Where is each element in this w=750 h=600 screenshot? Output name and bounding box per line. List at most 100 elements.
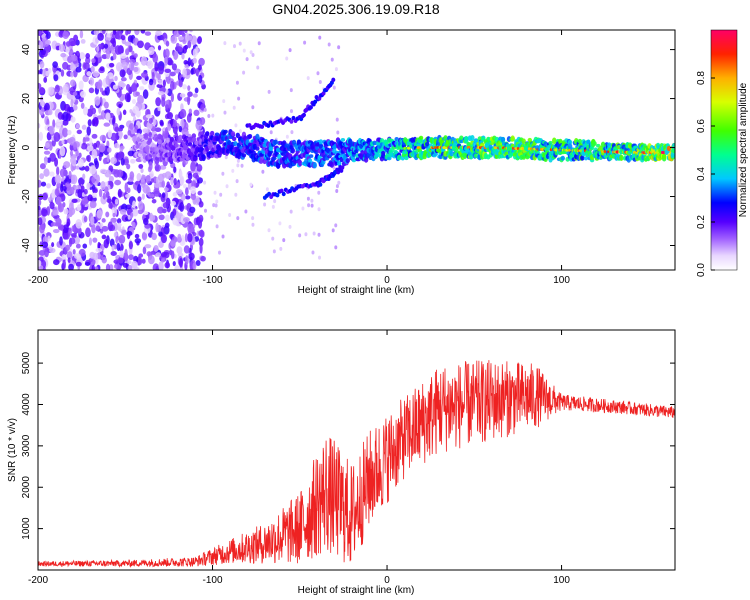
spectrogram-cell xyxy=(242,70,246,75)
spectrogram-cell xyxy=(154,164,161,172)
spectrogram-cell xyxy=(180,119,185,129)
spectrogram-cell xyxy=(127,214,131,220)
spectrogram-cell xyxy=(62,127,69,138)
spectrogram-cell xyxy=(92,188,98,194)
spectrogram-cell xyxy=(78,62,82,68)
spectrogram-cell xyxy=(144,135,149,140)
spectrogram-cell xyxy=(126,163,131,170)
spectrogram-cell xyxy=(205,131,210,137)
spectrogram-cell xyxy=(225,184,229,189)
spectrogram-cell xyxy=(101,30,106,34)
colorbar-tick-label: 0.6 xyxy=(696,119,707,133)
spectrogram-cell xyxy=(187,223,194,233)
spectrogram-cell xyxy=(577,138,583,144)
spectrogram-cell xyxy=(38,179,42,188)
spectrogram-cell xyxy=(307,203,311,208)
snr-x-tick-label: -100 xyxy=(203,575,223,586)
spectrogram-cell xyxy=(147,255,155,265)
spectrogram-cell xyxy=(140,30,146,34)
spectrogram-cell xyxy=(267,89,271,94)
spectrogram-cell xyxy=(79,90,86,98)
spectrogram-cell xyxy=(159,165,167,170)
spectrogram-cell xyxy=(289,119,294,124)
spectrogram-cell xyxy=(137,184,142,194)
spectrogram-cell xyxy=(102,158,107,165)
spectrogram-cell xyxy=(98,143,106,153)
spectrogram-cell xyxy=(62,61,69,70)
spectrogram-cell xyxy=(136,173,142,182)
spectrogram-cell xyxy=(198,74,203,84)
spectrogram-cell xyxy=(158,241,164,249)
spectrogram-cell xyxy=(52,228,60,234)
spectrogram-cell xyxy=(424,142,430,147)
spectrogram-cell xyxy=(459,138,464,144)
spectrogram-cell xyxy=(70,54,78,62)
spectrogram-cell xyxy=(103,43,109,49)
spectrogram-cell xyxy=(236,158,240,163)
spectrogram-cell xyxy=(290,130,294,135)
spectrogram-cell xyxy=(214,203,218,208)
spectrogram-cell xyxy=(182,183,187,189)
snr-y-tick-label: 1000 xyxy=(21,517,32,540)
spectrogram-x-tick-label: -200 xyxy=(28,275,48,286)
spectrogram-cell xyxy=(592,141,597,146)
spectrogram-cell xyxy=(303,40,307,45)
spectrogram-cell xyxy=(119,53,127,59)
spectrogram-cell xyxy=(68,237,73,247)
spectrogram-cell xyxy=(112,30,117,35)
spectrogram-cell xyxy=(43,76,48,83)
spectrogram-cell xyxy=(153,244,159,252)
spectrogram-cell xyxy=(39,60,45,69)
spectrogram-cell xyxy=(81,197,88,205)
spectrogram-cell xyxy=(55,45,60,51)
spectrogram-cell xyxy=(173,177,177,186)
spectrogram-cell xyxy=(163,225,170,235)
spectrogram-cell xyxy=(91,223,96,234)
spectrogram-cell xyxy=(39,163,46,170)
spectrogram-cell xyxy=(221,234,225,239)
spectrogram-cell xyxy=(78,80,84,90)
spectrogram-cell xyxy=(227,140,232,146)
spectrogram-cell xyxy=(337,45,341,50)
spectrogram-cell xyxy=(171,63,178,71)
spectrogram-cell xyxy=(158,214,165,221)
spectrogram-cell xyxy=(44,247,49,258)
spectrogram-cell xyxy=(38,194,44,201)
spectrogram-cell xyxy=(63,161,71,169)
spectrogram-cell xyxy=(158,231,163,237)
spectrogram-cell xyxy=(330,57,334,62)
spectrogram-cell xyxy=(78,152,82,158)
spectrogram-cell xyxy=(73,142,77,150)
spectrogram-cell xyxy=(39,68,44,75)
spectrogram-cell xyxy=(139,86,145,91)
colorbar-tick-label: 0.2 xyxy=(696,215,707,229)
spectrogram-cell xyxy=(132,221,136,229)
spectrogram-cell xyxy=(113,142,120,149)
spectrogram-cell xyxy=(38,259,42,267)
spectrogram-cell xyxy=(49,171,55,177)
spectrogram-cell xyxy=(317,207,321,212)
spectrogram-cell xyxy=(157,206,164,214)
spectrogram-cell xyxy=(196,37,202,45)
spectrogram-cell xyxy=(120,34,126,41)
spectrogram-cell xyxy=(52,61,58,69)
spectrogram-cell xyxy=(38,82,42,89)
spectrogram-cell xyxy=(169,71,176,77)
spectrogram-cell xyxy=(84,261,91,266)
spectrogram-cell xyxy=(87,194,93,202)
spectrogram-cell xyxy=(337,180,341,185)
spectrogram-cell xyxy=(66,221,70,228)
spectrogram-cell xyxy=(44,142,50,149)
spectrogram-cell xyxy=(62,119,69,126)
spectrogram-cell xyxy=(251,222,255,227)
spectrogram-cell xyxy=(77,188,83,199)
spectrogram-cell xyxy=(449,150,454,157)
spectrogram-cell xyxy=(62,185,67,192)
spectrogram-cell xyxy=(203,107,207,112)
spectrogram-cell xyxy=(249,50,253,55)
snr-x-tick-label: 100 xyxy=(553,575,570,586)
spectrogram-cell xyxy=(454,148,459,154)
spectrogram-cell xyxy=(200,255,206,262)
spectrogram-cell xyxy=(235,80,239,85)
spectrogram-cell xyxy=(75,243,81,249)
